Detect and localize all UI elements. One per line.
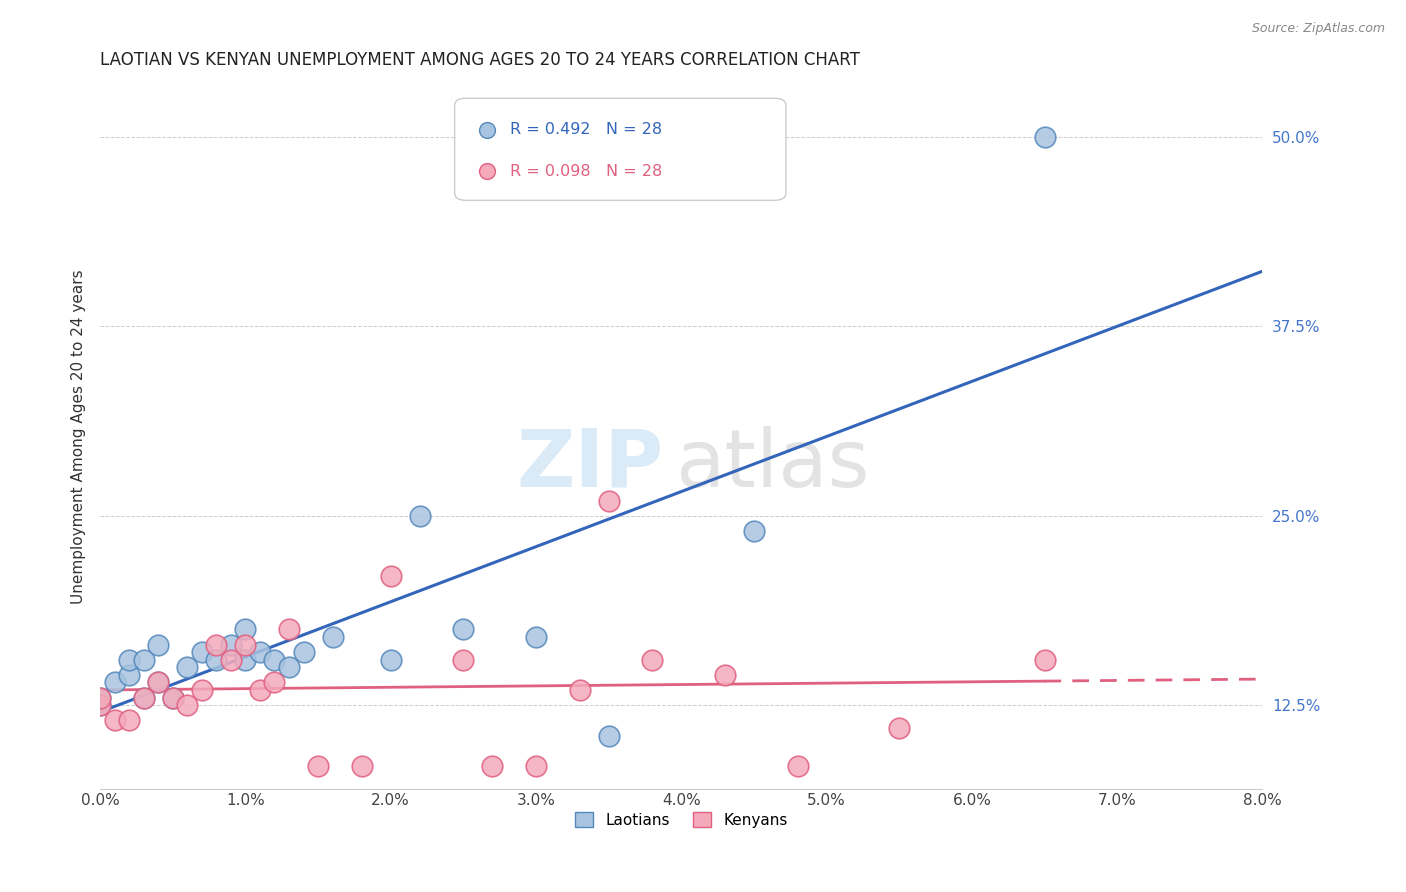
Point (278, 623, 301, 637)
Point (132, 653, 155, 667)
Point (350, 759, 373, 773)
Point (380, 569, 402, 583)
Point (148, 638, 170, 652)
Point (219, 653, 242, 667)
Point (786, 759, 808, 773)
FancyBboxPatch shape (454, 98, 786, 201)
Point (481, 759, 503, 773)
Point (219, 638, 242, 652)
Text: Source: ZipAtlas.com: Source: ZipAtlas.com (1251, 22, 1385, 36)
Point (598, 729, 620, 743)
Legend: Laotians, Kenyans: Laotians, Kenyans (569, 805, 794, 834)
Point (307, 759, 329, 773)
Point (118, 668, 141, 682)
Text: LAOTIAN VS KENYAN UNEMPLOYMENT AMONG AGES 20 TO 24 YEARS CORRELATION CHART: LAOTIAN VS KENYAN UNEMPLOYMENT AMONG AGE… (100, 51, 860, 69)
Point (714, 668, 737, 682)
Point (249, 683, 271, 698)
Point (162, 690, 184, 705)
Point (641, 653, 664, 667)
Point (205, 653, 228, 667)
Point (132, 690, 155, 705)
Point (1033, 653, 1056, 667)
Point (380, 653, 402, 667)
Point (1033, 130, 1056, 145)
Text: R = 0.492   N = 28: R = 0.492 N = 28 (510, 122, 662, 137)
Text: ZIP: ZIP (516, 425, 664, 503)
Point (89, 690, 111, 705)
Point (278, 660, 301, 674)
Point (132, 690, 155, 705)
Point (568, 683, 591, 698)
Text: R = 0.098   N = 28: R = 0.098 N = 28 (510, 164, 662, 178)
Point (89, 698, 111, 713)
Point (322, 630, 344, 644)
Point (409, 508, 432, 523)
Point (235, 653, 257, 667)
Point (263, 653, 285, 667)
Text: atlas: atlas (675, 425, 870, 503)
Point (148, 675, 170, 690)
Point (89, 690, 111, 705)
Point (453, 653, 475, 667)
Point (598, 493, 620, 508)
Point (104, 714, 127, 728)
Y-axis label: Unemployment Among Ages 20 to 24 years: Unemployment Among Ages 20 to 24 years (72, 269, 86, 604)
Point (176, 660, 198, 674)
Point (524, 759, 547, 773)
Point (292, 645, 315, 659)
Point (118, 714, 141, 728)
Point (263, 675, 285, 690)
Point (889, 721, 911, 735)
Point (205, 638, 228, 652)
Point (235, 623, 257, 637)
Point (148, 675, 170, 690)
Point (742, 524, 765, 538)
Point (191, 645, 214, 659)
Point (524, 630, 547, 644)
Point (235, 638, 257, 652)
Point (104, 675, 127, 690)
Point (249, 645, 271, 659)
Point (453, 623, 475, 637)
Point (162, 690, 184, 705)
Point (176, 698, 198, 713)
Point (118, 653, 141, 667)
Point (89, 698, 111, 713)
Point (191, 683, 214, 698)
